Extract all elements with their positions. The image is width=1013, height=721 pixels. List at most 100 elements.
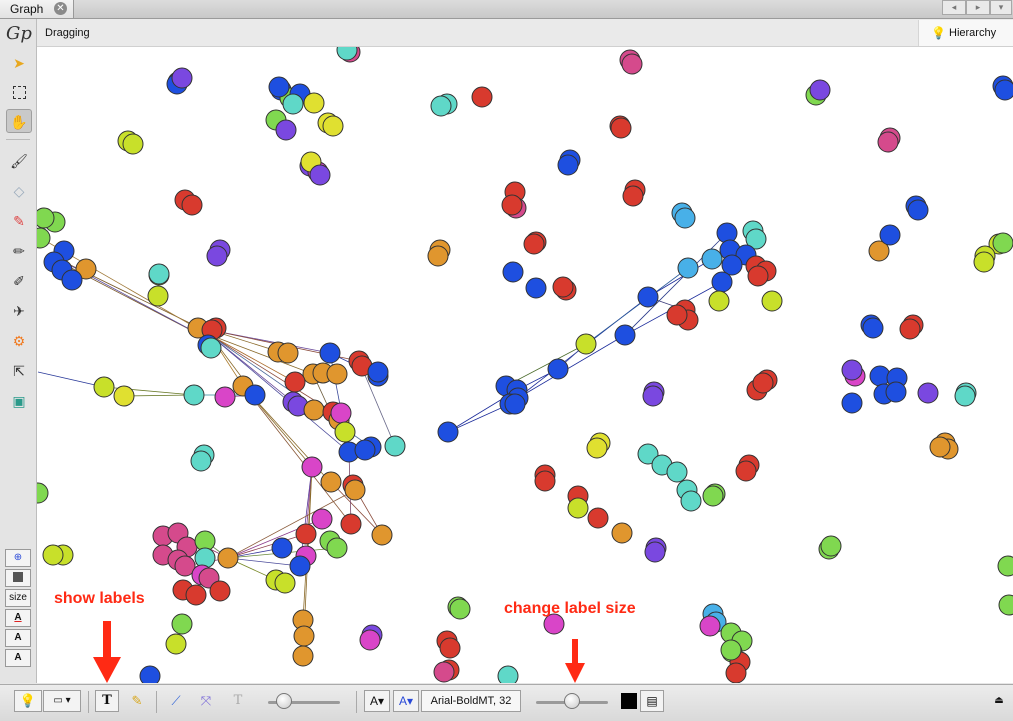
graph-node[interactable] xyxy=(303,399,325,421)
close-icon[interactable]: ✕ xyxy=(54,2,67,15)
graph-node[interactable] xyxy=(614,324,636,346)
graph-node[interactable] xyxy=(200,337,222,359)
collapse-panel-icon[interactable]: ⏏ xyxy=(994,695,1004,706)
graph-node[interactable] xyxy=(622,185,644,207)
graph-node[interactable] xyxy=(557,154,579,176)
graph-node[interactable] xyxy=(721,254,743,276)
tab-scroll-right-button[interactable]: ▸ xyxy=(966,0,990,15)
graph-node[interactable] xyxy=(42,544,64,566)
label-size-icon[interactable]: A xyxy=(5,649,31,667)
graph-node[interactable] xyxy=(354,439,376,461)
drag-hand-icon[interactable]: ✋ xyxy=(6,109,32,133)
graph-node[interactable] xyxy=(384,435,406,457)
graph-node[interactable] xyxy=(862,317,884,339)
label-color-icon[interactable]: A xyxy=(5,609,31,627)
graph-node[interactable] xyxy=(525,277,547,299)
graph-node[interactable] xyxy=(735,460,757,482)
graph-node[interactable] xyxy=(37,227,51,249)
graph-node[interactable] xyxy=(637,286,659,308)
graph-node[interactable] xyxy=(674,207,696,229)
background-color-icon[interactable] xyxy=(5,569,31,587)
brush-icon[interactable]: 🖌 xyxy=(10,153,28,169)
graph-node[interactable] xyxy=(720,639,742,661)
graph-canvas[interactable]: show labels change label size xyxy=(37,47,1013,683)
graph-node[interactable] xyxy=(841,359,863,381)
select-arrow-icon[interactable]: ➤ xyxy=(13,55,25,71)
graph-node[interactable] xyxy=(899,318,921,340)
graph-node[interactable] xyxy=(326,537,348,559)
graph-node[interactable] xyxy=(430,95,452,117)
graph-node[interactable] xyxy=(879,224,901,246)
screenshot-dropdown-button[interactable]: ▭ ▾ xyxy=(43,690,81,712)
graph-node[interactable] xyxy=(504,393,526,415)
graph-node[interactable] xyxy=(122,133,144,155)
graph-node[interactable] xyxy=(575,333,597,355)
graph-node[interactable] xyxy=(359,629,381,651)
graph-node[interactable] xyxy=(284,371,306,393)
graph-node[interactable] xyxy=(292,645,314,667)
graph-node[interactable] xyxy=(334,421,356,443)
label-color-swatch[interactable] xyxy=(621,693,637,709)
graph-node[interactable] xyxy=(322,115,344,137)
font-color-button[interactable]: A▾ xyxy=(393,690,419,712)
graph-node[interactable] xyxy=(997,555,1013,577)
show-labels-button[interactable]: T xyxy=(95,690,119,712)
graph-node[interactable] xyxy=(644,541,666,563)
graph-node[interactable] xyxy=(502,261,524,283)
graph-node[interactable] xyxy=(868,240,890,262)
graph-node[interactable] xyxy=(244,384,266,406)
graph-node[interactable] xyxy=(320,471,342,493)
graph-node[interactable] xyxy=(666,304,688,326)
edge-color-icon[interactable]: ⤧ xyxy=(200,693,212,708)
show-edges-icon[interactable]: ⟋ xyxy=(171,693,181,708)
graph-node[interactable] xyxy=(371,524,393,546)
graph-node[interactable] xyxy=(708,290,730,312)
graph-node[interactable] xyxy=(93,376,115,398)
graph-node[interactable] xyxy=(271,537,293,559)
graph-node[interactable] xyxy=(552,276,574,298)
help-pointer-icon[interactable]: ⇱ xyxy=(13,363,25,379)
graph-node[interactable] xyxy=(994,79,1013,101)
graph-node[interactable] xyxy=(745,228,767,250)
edge-scale-slider[interactable] xyxy=(268,701,340,704)
graph-node[interactable] xyxy=(217,547,239,569)
diamond-icon[interactable]: ◇ xyxy=(13,183,25,199)
graph-node[interactable] xyxy=(567,497,589,519)
graph-node[interactable] xyxy=(439,637,461,659)
graph-node[interactable] xyxy=(113,385,135,407)
graph-node[interactable] xyxy=(610,117,632,139)
graph-node[interactable] xyxy=(209,580,231,602)
label-attributes-button[interactable]: ▤ xyxy=(640,690,664,712)
graph-node[interactable] xyxy=(268,76,290,98)
zoom-icon[interactable]: ⊕ xyxy=(5,549,31,567)
graph-node[interactable] xyxy=(637,443,659,465)
pencil-icon[interactable]: ✏ xyxy=(13,243,25,259)
graph-node[interactable] xyxy=(148,263,170,285)
graph-node[interactable] xyxy=(747,265,769,287)
graph-node[interactable] xyxy=(282,93,304,115)
graph-node[interactable] xyxy=(501,194,523,216)
graph-node[interactable] xyxy=(711,271,733,293)
graph-node[interactable] xyxy=(295,523,317,545)
graph-node[interactable] xyxy=(147,285,169,307)
graph-node[interactable] xyxy=(917,382,939,404)
tab-menu-button[interactable]: ▾ xyxy=(990,0,1012,15)
graph-node[interactable] xyxy=(680,490,702,512)
graph-node[interactable] xyxy=(725,662,747,683)
graph-node[interactable] xyxy=(954,385,976,407)
graph-node[interactable] xyxy=(275,119,297,141)
font-selector[interactable]: Arial-BoldMT, 32 xyxy=(421,690,521,712)
graph-node[interactable] xyxy=(433,661,455,683)
graph-node[interactable] xyxy=(587,507,609,529)
graph-node[interactable] xyxy=(611,522,633,544)
rectangle-select-icon[interactable] xyxy=(6,79,32,103)
airplane-icon[interactable]: ✈ xyxy=(13,303,25,319)
graph-node[interactable] xyxy=(206,245,228,267)
graph-node[interactable] xyxy=(293,625,315,647)
light-bulb-button[interactable]: 💡 xyxy=(14,690,42,712)
graph-node[interactable] xyxy=(841,392,863,414)
graph-node[interactable] xyxy=(642,385,664,407)
label-size-slider-knob[interactable] xyxy=(564,693,580,709)
graph-node[interactable] xyxy=(885,381,907,403)
graph-node[interactable] xyxy=(534,470,556,492)
